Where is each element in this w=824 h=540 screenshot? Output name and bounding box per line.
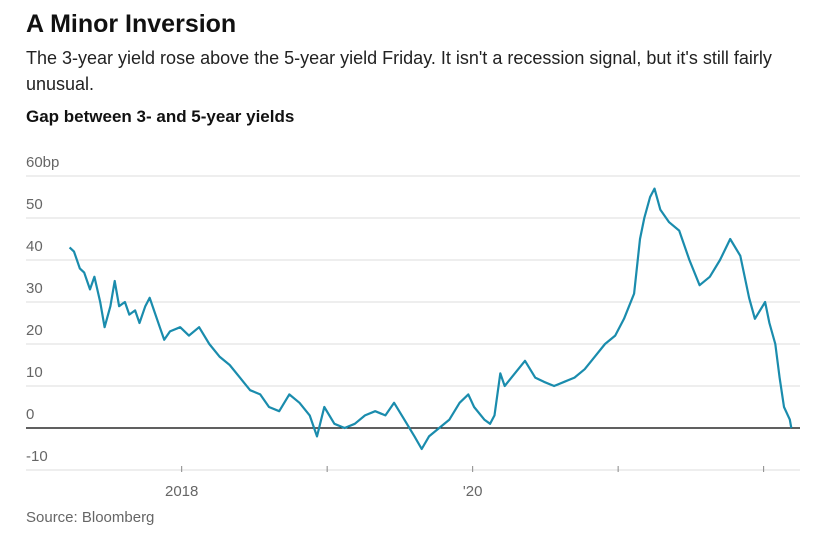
y-tick-label: 60bp	[26, 154, 59, 171]
source: Source: Bloomberg	[26, 509, 154, 526]
y-tick-label: 40	[26, 238, 43, 255]
data-line	[68, 187, 793, 451]
y-tick-label: 10	[26, 364, 43, 381]
header: A Minor Inversion The 3-year yield rose …	[26, 10, 816, 127]
chart-title: Gap between 3- and 5-year yields	[26, 107, 295, 126]
x-tick-label: '20	[463, 483, 483, 500]
y-tick-label: 30	[26, 280, 43, 297]
y-tick-label: 50	[26, 196, 43, 213]
title: A Minor Inversion	[26, 10, 237, 38]
y-tick-label: 20	[26, 322, 43, 339]
subtitle: The 3-year yield rose above the 5-year y…	[26, 48, 772, 94]
y-tick-label: 0	[26, 406, 34, 423]
x-tick-label: 2018	[165, 483, 198, 500]
y-tick-label: -10	[26, 448, 48, 465]
